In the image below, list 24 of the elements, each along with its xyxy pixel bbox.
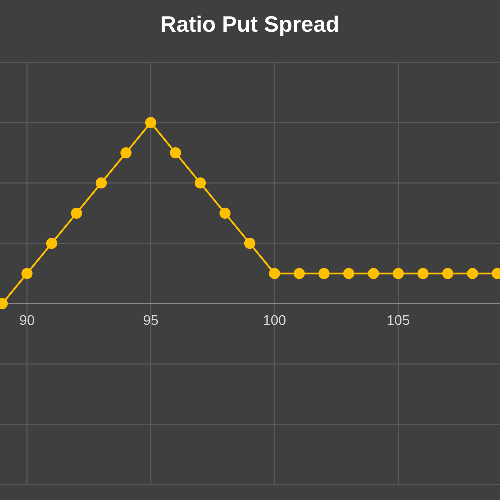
point	[46, 238, 58, 250]
point	[22, 268, 33, 280]
point	[467, 268, 478, 280]
point	[343, 268, 355, 280]
chart-title: Ratio Put Spread	[162, 16, 338, 37]
point	[392, 268, 404, 280]
point	[96, 178, 108, 189]
point	[269, 268, 280, 280]
point	[294, 268, 306, 280]
point	[244, 238, 256, 250]
point	[368, 268, 380, 280]
x-tick-label: 105	[388, 315, 410, 326]
x-tick-label: 100	[264, 315, 286, 326]
point	[318, 268, 330, 280]
point	[120, 147, 132, 159]
x-tick-label: 90	[20, 315, 34, 326]
point	[170, 147, 182, 159]
point	[442, 268, 454, 280]
point	[418, 268, 429, 280]
point	[145, 117, 157, 128]
point	[71, 208, 82, 219]
point	[194, 178, 206, 189]
x-tick-label: 95	[144, 315, 158, 326]
point	[220, 208, 231, 219]
